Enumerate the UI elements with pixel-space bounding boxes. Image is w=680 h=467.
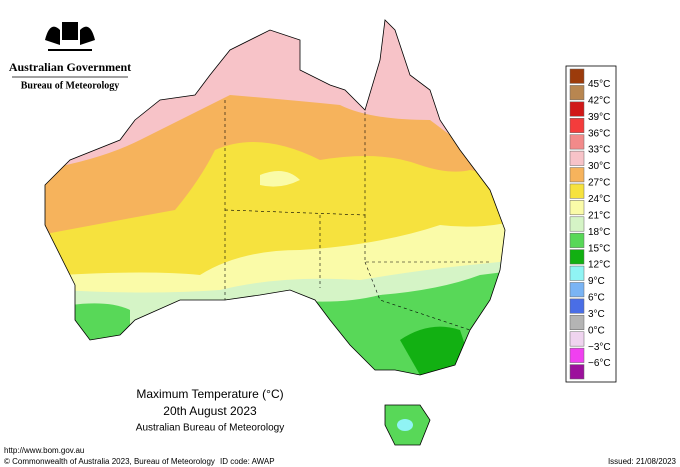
legend-label: 12°C	[588, 260, 610, 271]
legend-swatch	[569, 315, 585, 330]
footer-issued: Issued: 21/08/2023	[608, 457, 677, 466]
legend-label: 36°C	[588, 128, 610, 139]
legend-swatch	[569, 298, 585, 314]
legend-swatch	[569, 331, 585, 347]
footer-id: ID code: AWAP	[220, 457, 275, 466]
map-title: Maximum Temperature (°C)	[136, 387, 283, 401]
legend-swatch	[569, 249, 585, 265]
legend-label: 24°C	[588, 194, 610, 205]
map-date: 20th August 2023	[163, 404, 257, 418]
legend-swatch	[569, 68, 585, 84]
legend-swatch	[569, 232, 585, 248]
legend-swatch	[569, 282, 585, 298]
borders	[44, 19, 506, 446]
legend-label: 9°C	[588, 276, 605, 287]
legend-label: 15°C	[588, 243, 610, 254]
legend-label: 39°C	[588, 112, 610, 123]
legend-label: 6°C	[588, 293, 605, 304]
footer-copyright: © Commonwealth of Australia 2023, Bureau…	[4, 457, 215, 466]
legend-swatch	[569, 150, 585, 166]
legend-label: 3°C	[588, 309, 605, 320]
legend-frame	[565, 65, 617, 383]
footer-url: http://www.bom.gov.au	[4, 446, 84, 455]
legend-swatch	[569, 118, 585, 133]
legend-swatch	[569, 200, 585, 216]
legend-swatch	[569, 167, 585, 183]
legend-swatch	[569, 85, 585, 101]
legend-label: −6°C	[588, 358, 611, 369]
legend-swatch	[569, 265, 585, 281]
legend-label: 21°C	[588, 210, 610, 221]
legend-swatch	[569, 364, 585, 380]
legend-label: −3°C	[588, 342, 611, 353]
legend-label: 30°C	[588, 161, 610, 172]
agency-name: Bureau of Meteorology	[21, 80, 120, 91]
legend-label: 27°C	[588, 178, 610, 189]
legend-label: 0°C	[588, 325, 605, 336]
legend-swatch	[569, 183, 585, 199]
legend-swatch	[569, 216, 585, 232]
legend-label: 18°C	[588, 227, 610, 238]
legend-swatch	[569, 101, 585, 117]
legend-label: 33°C	[588, 145, 610, 156]
map-source: Australian Bureau of Meteorology	[136, 423, 284, 434]
legend: 45°C 42°C 39°C 36°C 33°C 30°C 27°C 24°C 21°C 18°C…	[565, 65, 617, 383]
legend-swatch	[569, 134, 585, 150]
legend-swatch	[569, 347, 585, 363]
legend-label: 45°C	[588, 79, 610, 90]
coat-of-arms	[45, 22, 95, 51]
legend-label: 42°C	[588, 95, 610, 106]
government-name: Australian Government	[9, 60, 131, 74]
